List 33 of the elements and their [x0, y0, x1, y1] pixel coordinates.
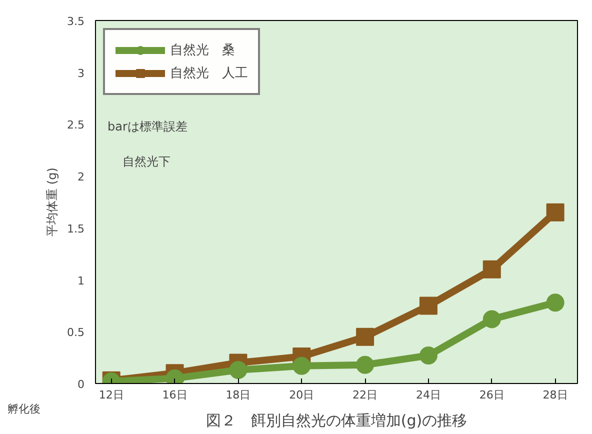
x-tick-label: 22日 [352, 388, 378, 402]
point [292, 356, 311, 375]
x-tick-label: 18日 [226, 388, 251, 402]
point [419, 346, 438, 364]
x-tick-label: 24日 [416, 388, 441, 402]
x-tick-label: 12日 [98, 388, 124, 402]
point [546, 203, 564, 222]
annotation: 自然光下 [122, 154, 170, 168]
y-tick-label: 3 [78, 66, 84, 80]
y-tick-label: 2 [78, 170, 84, 184]
legend-label: 自然光 桑 [170, 42, 235, 59]
y-axis-title: 平均体重 (g) [45, 168, 60, 236]
y-tick-label: 1 [78, 274, 84, 288]
x-tick-label: 16日 [162, 388, 188, 402]
annotation: barは標準誤差 [108, 120, 188, 134]
y-tick-label: 2.5 [67, 118, 85, 132]
x-tick-label: 20日 [289, 388, 314, 402]
point [482, 260, 501, 278]
point [356, 356, 374, 374]
point [546, 294, 564, 312]
y-tick-label: 0.5 [67, 326, 85, 340]
x-tick-label: 26日 [479, 388, 504, 402]
point [482, 310, 501, 328]
text: 図２ 餌別自然光の体重増加(g)の推移 [206, 412, 468, 430]
legend-label: 自然光 人工 [170, 65, 248, 82]
x-tick-label: 28日 [542, 388, 568, 402]
y-tick-label: 1.5 [67, 222, 85, 236]
y-tick-label: 3.5 [67, 15, 85, 28]
y-tick-label: 0 [78, 378, 84, 391]
point [419, 296, 438, 315]
point [356, 328, 374, 346]
point [229, 361, 248, 379]
x-axis-title: 孵化後 [8, 402, 40, 416]
